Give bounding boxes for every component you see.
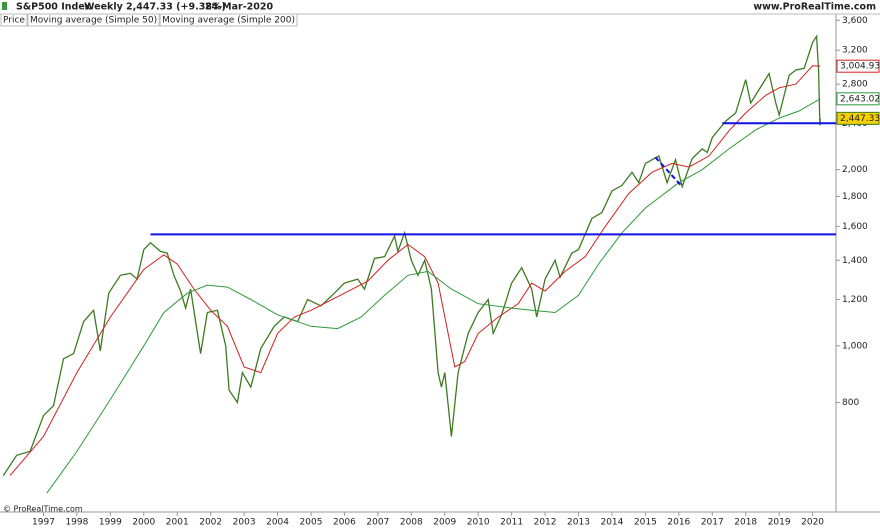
x-tick-label: 2000: [132, 518, 155, 528]
x-tick-label: 2013: [567, 518, 590, 528]
date: 24-Mar-2020: [205, 2, 273, 13]
x-tick-label: 2002: [199, 518, 222, 528]
x-tick-label: 2018: [734, 518, 757, 528]
site: www.ProRealTime.com: [753, 2, 876, 13]
x-tick-label: 2003: [233, 518, 256, 528]
legend-label: Moving average (Simple 200): [162, 16, 295, 26]
trend-line: [654, 156, 683, 188]
y-tick-label: 2,000: [842, 165, 868, 175]
last-value-box: [836, 111, 880, 125]
x-tick-label: 1998: [65, 518, 88, 528]
series-line: [46, 98, 821, 494]
legend-label: Price: [3, 16, 25, 26]
x-tick-label: 2006: [333, 518, 356, 528]
series-line: [2, 34, 821, 476]
y-tick-label: 1,400: [842, 256, 868, 266]
y-tick-label: 800: [842, 398, 859, 408]
last-value-box: [836, 59, 880, 73]
x-tick-label: 1999: [99, 518, 122, 528]
x-tick-label: 2017: [701, 518, 724, 528]
legend-label: Moving average (Simple 50): [30, 16, 157, 26]
x-tick-label: 2009: [433, 518, 456, 528]
x-tick-label: 2007: [366, 518, 389, 528]
legend-box: [27, 13, 160, 27]
chart-title: S&P500 Index: [16, 2, 91, 13]
y-tick-label: 2,800: [842, 80, 868, 90]
last-value-box: [836, 92, 880, 106]
x-tick-label: 2012: [534, 518, 557, 528]
legend: Price Moving average (Simple 50) Moving av…: [0, 13, 298, 27]
x-tick-label: 2005: [300, 518, 323, 528]
y-tick-label: 1,800: [842, 192, 868, 202]
x-tick-label: 2014: [600, 518, 623, 528]
y-tick-label: 3,200: [842, 46, 868, 56]
x-tick-label: 1997: [32, 518, 55, 528]
x-tick-label: 2004: [266, 518, 289, 528]
period: Weekly: [84, 2, 124, 13]
y-tick-label: 1,000: [842, 341, 868, 351]
legend-box: [0, 13, 28, 27]
last-value-label: 2,447.33: [840, 114, 880, 124]
x-tick-label: 2015: [634, 518, 657, 528]
x-tick-label: 2008: [400, 518, 423, 528]
legend-box: [159, 13, 298, 27]
series-line: [9, 65, 821, 476]
x-tick-label: 2020: [801, 518, 824, 528]
x-tick-label: 2001: [166, 518, 189, 528]
last-value-label: 3,004.93: [840, 62, 880, 72]
x-tick-label: 2010: [467, 518, 490, 528]
x-tick-label: 2011: [500, 518, 523, 528]
y-tick-label: 3,600: [842, 16, 868, 26]
last-value-label: 2,643.02: [840, 94, 880, 104]
quote: 2,447.33 (+9.38%): [126, 2, 226, 13]
footer: © ProRealTime.com: [3, 505, 83, 514]
logo: [2, 2, 7, 10]
y-tick-label: 1,600: [842, 222, 868, 232]
y-tick-label: 1,200: [842, 295, 868, 305]
x-tick-label: 2019: [768, 518, 791, 528]
x-tick-label: 2016: [667, 518, 690, 528]
